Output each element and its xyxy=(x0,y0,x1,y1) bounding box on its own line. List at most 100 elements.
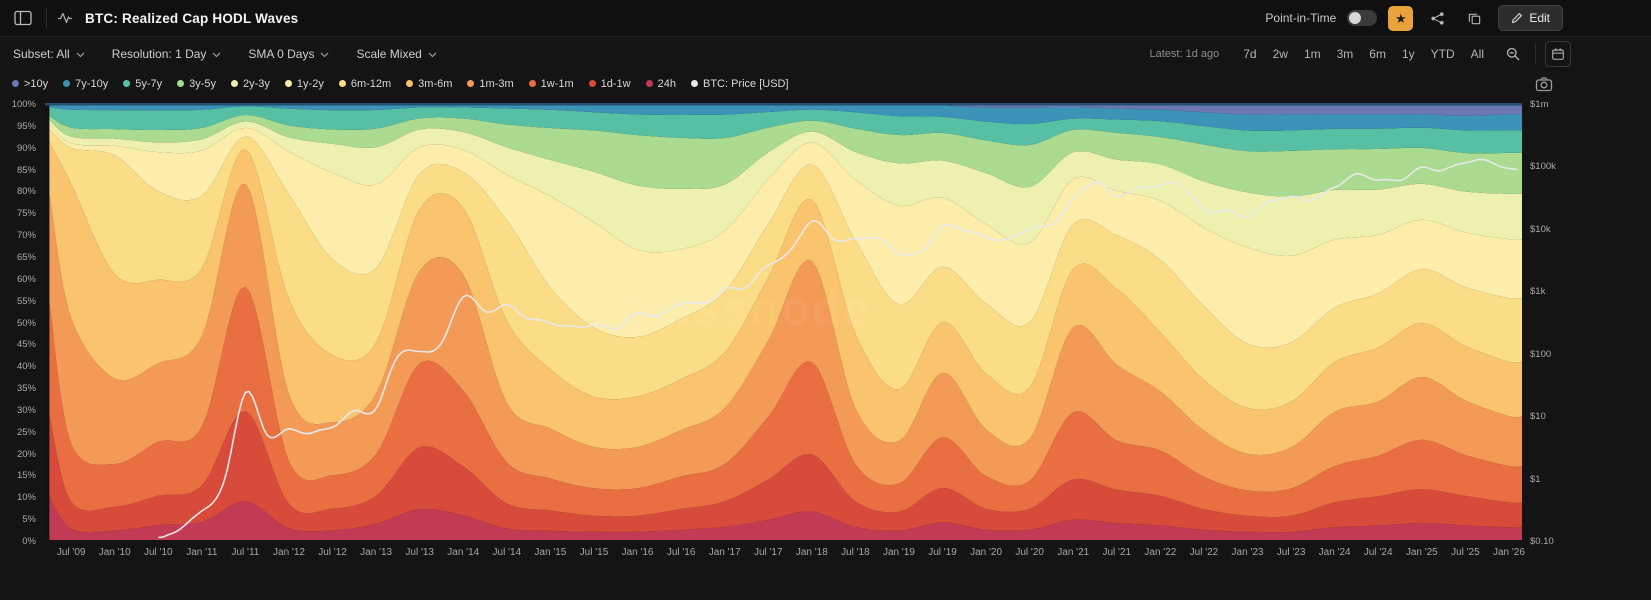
x-axis-tick: Jan '16 xyxy=(621,547,654,558)
legend-label: 3y-5y xyxy=(189,77,217,90)
x-axis-tick: Jul '21 xyxy=(1102,547,1132,558)
dropdown-scale[interactable]: Scale Mixed xyxy=(356,47,437,61)
duplicate-button[interactable] xyxy=(1461,5,1487,31)
edit-button[interactable]: Edit xyxy=(1498,5,1563,31)
legend-item-2y-3y[interactable]: 2y-3y xyxy=(231,78,270,90)
zoom-out-button[interactable] xyxy=(1500,41,1526,67)
sidebar-toggle-button[interactable] xyxy=(10,5,36,31)
dropdown-resolution[interactable]: Resolution: 1 Day xyxy=(112,47,222,61)
range-all[interactable]: All xyxy=(1464,43,1491,65)
page-title: BTC: Realized Cap HODL Waves xyxy=(85,10,299,26)
y-axis-left-percent: 0% 5% 10% 15% 20% 25% 30% 35% 40% 45% 50% 55% 60% 65%… xyxy=(0,99,41,547)
dropdown-label: Subset: All xyxy=(13,46,70,61)
range-1m[interactable]: 1m xyxy=(1297,43,1328,65)
legend-label: 2y-3y xyxy=(243,77,270,90)
magnifier-minus-icon xyxy=(1506,47,1520,60)
btc-price-line xyxy=(158,158,1518,539)
y-left-tick: 60% xyxy=(16,273,36,285)
x-axis-tick: Jan '23 xyxy=(1231,547,1264,558)
date-range-calendar-button[interactable] xyxy=(1545,40,1571,67)
range-7d[interactable]: 7d xyxy=(1236,43,1263,65)
legend-dot xyxy=(284,80,292,87)
legend-item-1m-3m[interactable]: 1m-3m xyxy=(467,78,514,90)
screenshot-camera-button[interactable] xyxy=(1531,71,1557,97)
x-axis-tick: Jul '14 xyxy=(492,547,522,558)
legend-item-3y-5y[interactable]: 3y-5y xyxy=(177,78,216,90)
chevron-down-icon xyxy=(212,52,221,58)
chevron-down-icon xyxy=(76,52,85,58)
band-1d-1w xyxy=(49,411,1522,533)
metric-waveform-icon xyxy=(57,11,73,25)
range-6m[interactable]: 6m xyxy=(1362,43,1393,65)
legend-dot xyxy=(588,80,596,87)
x-axis-tick: Jul '22 xyxy=(1189,547,1219,558)
point-in-time-toggle[interactable] xyxy=(1347,10,1378,26)
legend-item--10y[interactable]: >10y xyxy=(12,78,48,90)
legend-dot xyxy=(231,80,239,87)
legend-dot xyxy=(177,80,185,87)
legend-item-1y-2y[interactable]: 1y-2y xyxy=(284,78,324,90)
toolbar-divider xyxy=(1535,43,1536,64)
legend-item-5y-7y[interactable]: 5y-7y xyxy=(123,78,162,90)
y-left-tick: 55% xyxy=(16,295,36,307)
legend-label: 6m-12m xyxy=(350,77,392,90)
range-2w[interactable]: 2w xyxy=(1266,43,1295,65)
x-axis-tick: Jan '15 xyxy=(534,547,567,558)
x-axis-tick: Jul '13 xyxy=(405,547,434,558)
legend-label: >10y xyxy=(24,77,49,90)
legend-label: 1w-1m xyxy=(540,77,574,90)
legend-dot xyxy=(467,80,475,87)
range-3m[interactable]: 3m xyxy=(1330,43,1361,65)
legend-item-1w-1m[interactable]: 1w-1m xyxy=(528,77,574,90)
legend-item-7y-10y[interactable]: 7y-10y xyxy=(63,78,108,90)
share-button[interactable] xyxy=(1424,5,1450,31)
range-1y[interactable]: 1y xyxy=(1395,43,1422,65)
y-right-tick: $100 xyxy=(1530,348,1552,360)
y-left-tick: 25% xyxy=(16,426,36,438)
y-left-tick: 80% xyxy=(16,186,36,198)
x-axis-tick: Jul '23 xyxy=(1276,547,1306,558)
band-7y-10y xyxy=(49,103,1522,131)
legend-label: 7y-10y xyxy=(75,77,109,90)
x-axis-tick: Jan '13 xyxy=(360,547,393,558)
y-left-tick: 0% xyxy=(22,536,36,547)
legend-item-6m-12m[interactable]: 6m-12m xyxy=(338,77,392,90)
favorite-star-button[interactable]: ★ xyxy=(1388,5,1414,31)
band-5y-7y xyxy=(49,106,1522,154)
legend-label: BTC: Price [USD] xyxy=(702,77,789,90)
legend-item-24h[interactable]: 24h xyxy=(645,78,676,90)
plot-top-edge xyxy=(45,103,1522,106)
y-left-tick: 95% xyxy=(16,120,36,132)
y-left-tick: 100% xyxy=(11,99,36,110)
x-axis-tick: Jan '26 xyxy=(1492,547,1525,558)
hodl-waves-plot[interactable] xyxy=(45,103,1522,540)
time-controls: Latest: 1d ago 7d 2w 1m 3m 6m 1y YTD All xyxy=(1149,40,1571,67)
dropdown-subset[interactable]: Subset: All xyxy=(13,47,85,61)
band-6m-12m xyxy=(49,129,1522,410)
x-axis-tick: Jul '17 xyxy=(753,547,783,558)
legend-item-3m-6m[interactable]: 3m-6m xyxy=(406,78,452,90)
legend-dot xyxy=(338,80,346,87)
dropdown-sma[interactable]: SMA 0 Days xyxy=(248,47,329,61)
x-axis-tick: Jul '24 xyxy=(1363,547,1393,558)
band-1w-1m xyxy=(49,286,1522,518)
y-left-tick: 15% xyxy=(16,470,36,482)
x-axis-tick: Jan '22 xyxy=(1144,547,1177,558)
x-axis-tick: Jan '20 xyxy=(970,547,1003,558)
dropdown-label: Resolution: 1 Day xyxy=(111,46,207,61)
latest-timestamp: Latest: 1d ago xyxy=(1149,47,1220,60)
y-axis-right-price: $0.10 $1 $10 $100 $1k $10k $100k $1m xyxy=(1530,99,1590,547)
y-left-tick: 70% xyxy=(16,230,36,242)
range-buttons: 7d 2w 1m 3m 6m 1y YTD All xyxy=(1236,43,1491,65)
y-right-tick: $10 xyxy=(1530,411,1546,423)
range-ytd[interactable]: YTD xyxy=(1424,43,1462,65)
legend-item-btc-price-usd-[interactable]: BTC: Price [USD] xyxy=(690,77,789,90)
x-axis-tick: Jul '19 xyxy=(928,547,957,558)
legend-item-1d-1w[interactable]: 1d-1w xyxy=(588,78,631,90)
edit-button-label: Edit xyxy=(1529,11,1550,25)
legend-dot xyxy=(123,80,131,87)
y-left-tick: 20% xyxy=(16,448,36,460)
legend-label: 5y-7y xyxy=(135,77,163,90)
x-axis-tick: Jul '18 xyxy=(841,547,870,558)
